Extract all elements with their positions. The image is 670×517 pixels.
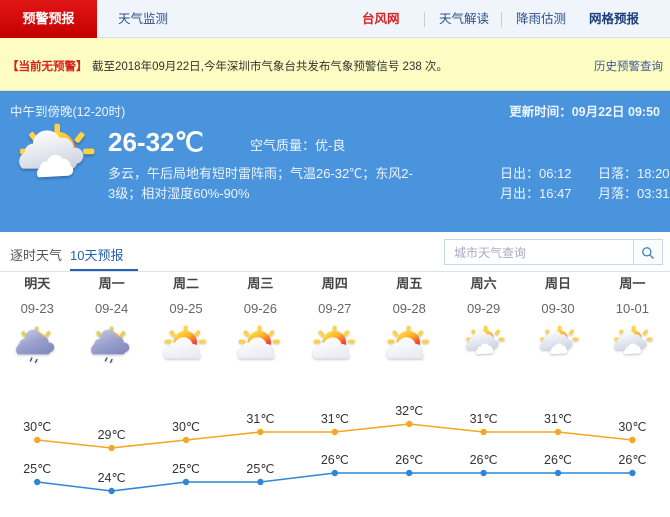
svg-text:26℃: 26℃: [470, 453, 498, 467]
svg-text:29℃: 29℃: [98, 428, 126, 442]
svg-text:30℃: 30℃: [172, 420, 200, 434]
svg-text:25℃: 25℃: [23, 462, 51, 476]
svg-text:31℃: 31℃: [246, 412, 274, 426]
svg-text:32℃: 32℃: [395, 406, 423, 418]
svg-text:26℃: 26℃: [395, 453, 423, 467]
svg-text:31℃: 31℃: [470, 412, 498, 426]
svg-text:31℃: 31℃: [321, 412, 349, 426]
svg-text:30℃: 30℃: [23, 420, 51, 434]
svg-text:31℃: 31℃: [544, 412, 572, 426]
svg-text:26℃: 26℃: [618, 453, 646, 467]
svg-text:30℃: 30℃: [618, 420, 646, 434]
svg-text:24℃: 24℃: [98, 471, 126, 485]
svg-text:25℃: 25℃: [246, 462, 274, 476]
svg-text:26℃: 26℃: [544, 453, 572, 467]
svg-text:25℃: 25℃: [172, 462, 200, 476]
svg-text:26℃: 26℃: [321, 453, 349, 467]
